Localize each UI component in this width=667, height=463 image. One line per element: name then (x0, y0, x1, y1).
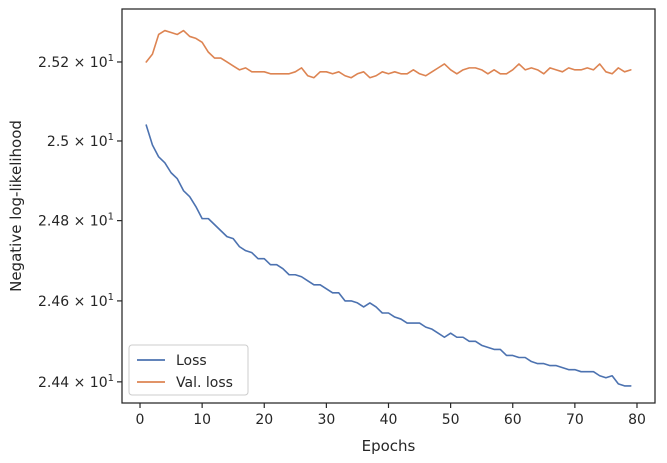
plot-frame (121, 8, 656, 404)
x-tick-label: 50 (442, 412, 460, 428)
series-line-loss (145, 124, 632, 387)
y-tick-label: 2.52 × 101 (38, 53, 114, 71)
x-axis-ticks: 0 10 20 30 40 50 60 70 80 (136, 403, 646, 428)
x-tick-label: 20 (255, 412, 273, 428)
legend: Loss Val. loss (128, 344, 249, 396)
x-tick-label: 10 (193, 412, 211, 428)
series-line-val-loss (145, 29, 632, 79)
y-tick-label: 2.44 × 101 (38, 373, 114, 391)
x-tick-label: 70 (566, 412, 584, 428)
x-tick-label: 80 (628, 412, 646, 428)
x-tick-label: 0 (136, 412, 145, 428)
plot-series (145, 29, 632, 387)
y-tick-label: 2.46 × 101 (38, 292, 114, 310)
legend-label: Loss (176, 353, 207, 369)
legend-label: Val. loss (176, 375, 233, 391)
y-axis-label: Negative log-likelihood (7, 120, 25, 292)
x-tick-label: 40 (380, 412, 398, 428)
y-tick-label: 2.5 × 101 (47, 132, 114, 150)
y-axis-ticks: 2.44 × 101 2.46 × 101 2.48 × 101 2.5 × 101 2… (38, 53, 122, 391)
x-tick-label: 30 (317, 412, 335, 428)
x-tick-label: 60 (504, 412, 522, 428)
x-axis-label: Epochs (362, 437, 416, 455)
y-tick-label: 2.48 × 101 (38, 212, 114, 230)
